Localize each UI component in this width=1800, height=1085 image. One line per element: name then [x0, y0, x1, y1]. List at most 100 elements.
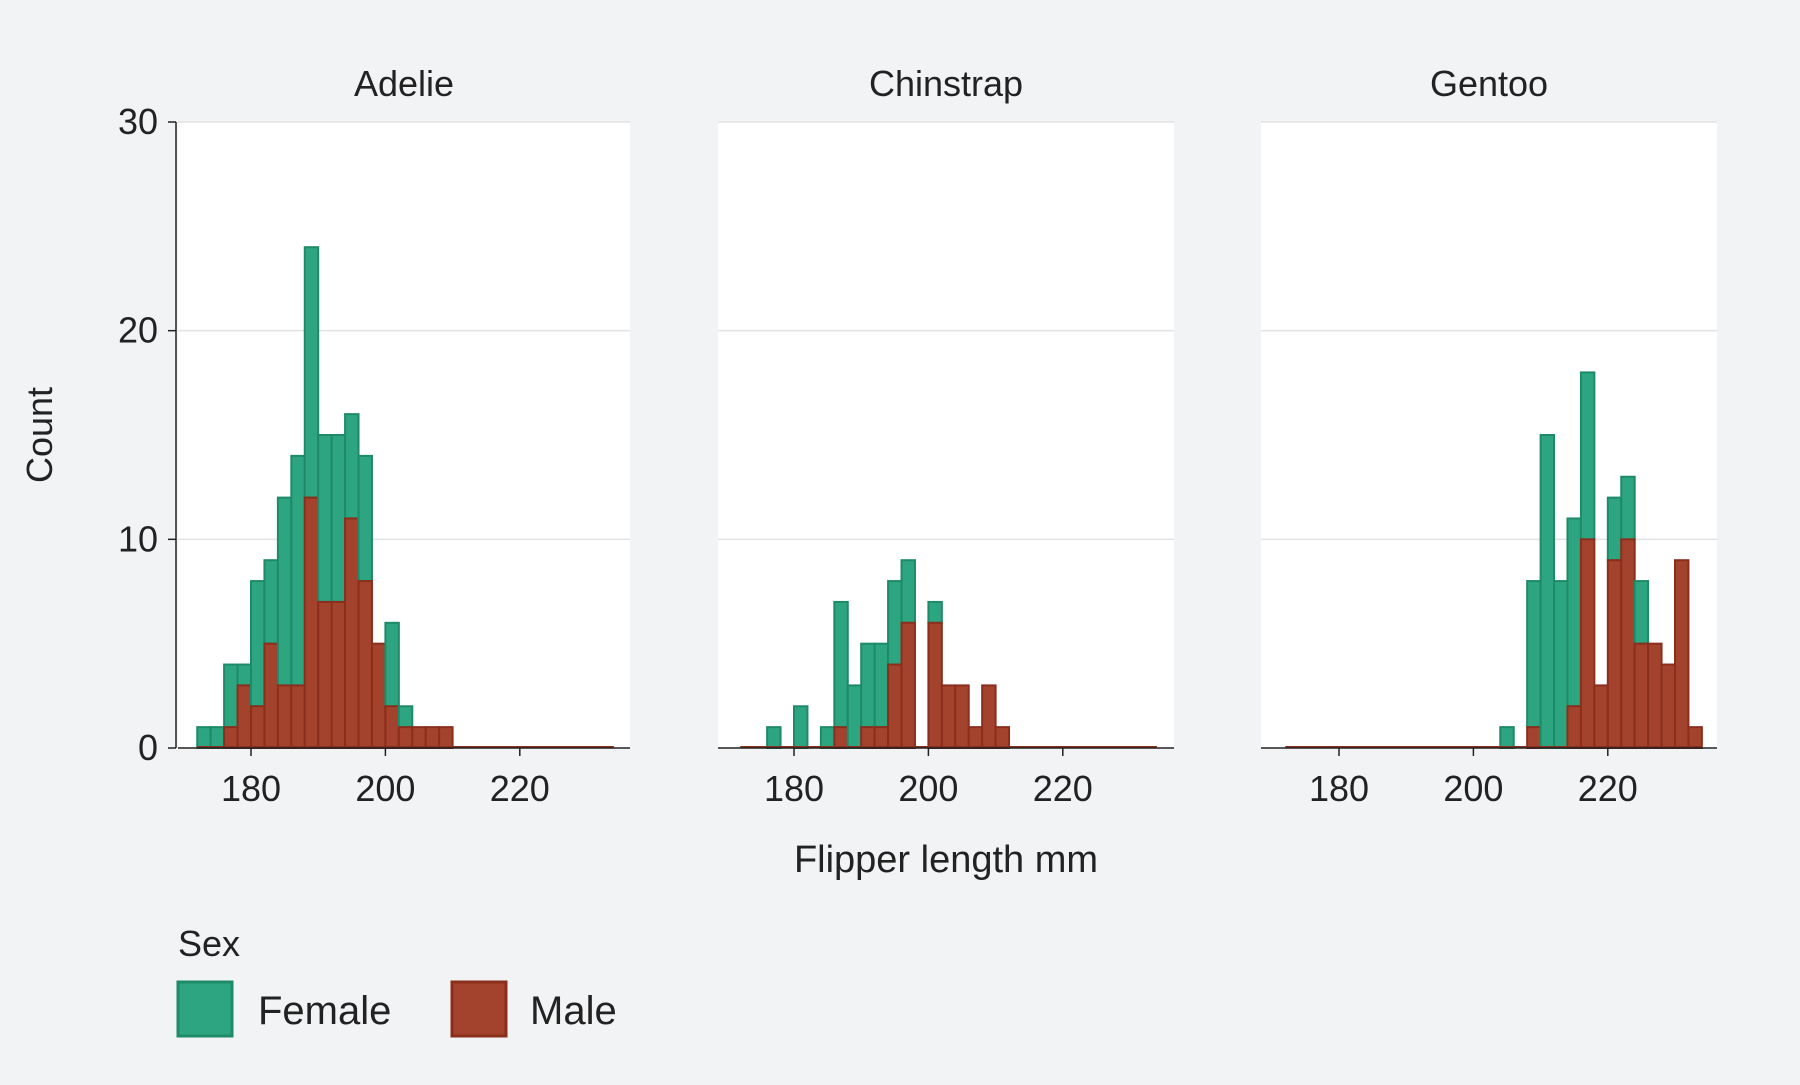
- bar-male: [1593, 684, 1609, 750]
- bar-male: [1526, 726, 1542, 750]
- bar-male: [1687, 726, 1703, 750]
- bar-female: [236, 663, 252, 687]
- bar-female: [1499, 726, 1515, 750]
- facet-title: Gentoo: [1430, 63, 1548, 104]
- bar-female: [317, 434, 333, 603]
- bar-female: [263, 559, 279, 645]
- bar-male: [263, 642, 279, 750]
- legend-label-male: Male: [530, 989, 617, 1033]
- bar-female: [873, 642, 890, 729]
- y-axis-label: Count: [19, 387, 60, 483]
- bar-female: [303, 246, 320, 499]
- bar-female: [900, 559, 916, 624]
- x-tick-label: 200: [355, 768, 415, 809]
- bar-male: [330, 600, 347, 750]
- bar-female: [819, 726, 836, 750]
- bar-female: [833, 600, 849, 729]
- bar-female: [1579, 371, 1596, 541]
- bar-female: [209, 726, 226, 750]
- bar-male: [887, 663, 903, 749]
- bar-male: [384, 705, 400, 749]
- bar-male: [981, 684, 997, 750]
- x-axis-label: Flipper length mm: [794, 839, 1098, 881]
- bar-male: [1566, 705, 1582, 749]
- x-tick-label: 180: [764, 768, 824, 809]
- bar-male: [1647, 642, 1663, 750]
- bar-male: [250, 705, 266, 749]
- bar-female: [344, 413, 360, 520]
- x-tick-label: 200: [1443, 768, 1503, 809]
- bar-male: [954, 684, 970, 750]
- bar-male: [223, 726, 239, 750]
- legend-swatch-female: [176, 980, 234, 1038]
- bar-female: [846, 684, 863, 750]
- bar-female: [1539, 434, 1556, 749]
- legend-label-female: Female: [258, 989, 391, 1033]
- facet-title: Chinstrap: [869, 63, 1023, 104]
- bar-male: [290, 684, 306, 750]
- bar-male: [1660, 663, 1677, 749]
- x-tick-label: 220: [1033, 768, 1093, 809]
- x-tick-label: 180: [1309, 768, 1369, 809]
- bar-female: [330, 434, 347, 603]
- bar-female: [766, 726, 782, 750]
- bar-male: [1620, 538, 1636, 749]
- bar-female: [290, 454, 306, 687]
- bar-male: [236, 684, 252, 750]
- bar-male: [317, 600, 333, 750]
- bar-male: [344, 517, 360, 750]
- bar-male: [1633, 642, 1650, 750]
- bar-male: [1606, 559, 1623, 750]
- bar-male: [276, 684, 293, 750]
- facet-title: Adelie: [354, 63, 454, 104]
- bar-male: [424, 726, 441, 750]
- bar-female: [1566, 517, 1582, 708]
- bar-male: [833, 726, 849, 750]
- bar-male: [357, 580, 373, 749]
- bar-male: [370, 642, 387, 750]
- bar-female: [1633, 580, 1650, 645]
- bar-male: [1579, 538, 1596, 749]
- bar-female: [1526, 580, 1542, 729]
- bar-male: [860, 726, 876, 750]
- panel-background: [178, 122, 630, 748]
- bar-male: [411, 726, 427, 750]
- y-tick-label: 0: [138, 727, 158, 768]
- bar-female: [927, 600, 943, 624]
- bar-female: [196, 726, 212, 750]
- bar-female: [384, 621, 400, 708]
- y-tick-label: 20: [118, 310, 158, 351]
- bar-female: [357, 454, 373, 583]
- legend-swatch-male: [450, 980, 508, 1038]
- x-tick-label: 200: [898, 768, 958, 809]
- bar-female: [1606, 496, 1623, 562]
- legend-title: Sex: [178, 923, 240, 964]
- bar-female: [1553, 580, 1569, 749]
- bar-female: [1620, 475, 1636, 541]
- x-tick-label: 220: [1578, 768, 1638, 809]
- bar-male: [940, 684, 957, 750]
- y-tick-label: 10: [118, 518, 158, 559]
- bar-female: [860, 642, 876, 729]
- bar-male: [967, 726, 984, 750]
- bar-male: [873, 726, 890, 750]
- bar-female: [397, 705, 414, 729]
- x-tick-label: 180: [221, 768, 281, 809]
- bar-female: [793, 705, 809, 749]
- bar-male: [1674, 559, 1690, 750]
- bar-male: [303, 496, 320, 749]
- x-tick-label: 220: [490, 768, 550, 809]
- bar-male: [900, 621, 916, 749]
- bar-female: [276, 496, 293, 687]
- bar-female: [887, 580, 903, 666]
- bar-female: [223, 663, 239, 729]
- bar-male: [927, 621, 943, 749]
- panel-background: [718, 122, 1174, 748]
- y-tick-label: 30: [118, 101, 158, 142]
- bar-male: [994, 726, 1011, 750]
- bar-female: [250, 580, 266, 708]
- bar-male: [397, 726, 414, 750]
- bar-male: [438, 726, 454, 750]
